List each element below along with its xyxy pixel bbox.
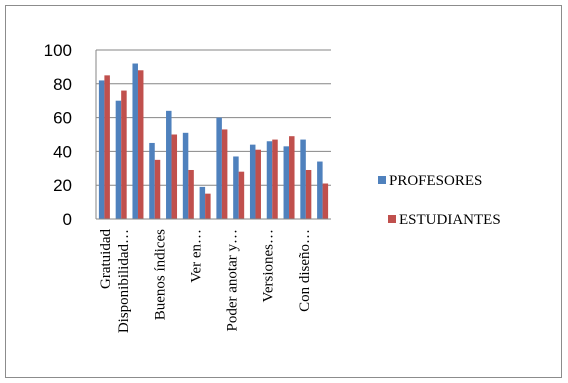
bar-profesores-3 [149, 142, 155, 219]
y-tick-label-1: 20 [53, 176, 72, 195]
bars [98, 63, 329, 219]
bar-estudiantes-2 [137, 70, 144, 219]
y-tick-label-0: 0 [63, 210, 72, 229]
bar-estudiantes-10 [272, 139, 278, 219]
legend-swatch-estudiantes [388, 215, 396, 223]
x-tick-labels: Gratuidad Disponibilidad… Buenos índices Ve… [98, 229, 313, 334]
bar-profesores-13 [317, 161, 323, 219]
bar-estudiantes-11 [289, 136, 295, 219]
x-tick-label-0: Gratuidad [98, 229, 114, 289]
bar-profesores-4 [166, 110, 172, 219]
bar-profesores-2 [132, 63, 138, 219]
gridlines [96, 49, 331, 186]
y-tick-labels: 0 20 40 60 80 100 [44, 41, 72, 229]
bar-profesores-7 [216, 117, 222, 219]
legend-label-estudiantes: ESTUDIANTES [399, 212, 501, 228]
bar-estudiantes-3 [154, 159, 161, 219]
bar-estudiantes-6 [205, 193, 211, 219]
bar-estudiantes-4 [171, 134, 178, 219]
bar-profesores-11 [283, 146, 290, 219]
bar-estudiantes-12 [305, 169, 312, 219]
y-tick-label-3: 60 [53, 109, 72, 128]
bar-profesores-9 [249, 144, 256, 219]
bar-profesores-12 [300, 139, 306, 219]
bar-estudiantes-5 [188, 169, 194, 219]
bar-estudiantes-1 [121, 90, 127, 219]
bar-profesores-5 [182, 132, 189, 219]
y-tick-label-4: 80 [53, 75, 72, 94]
x-tick-label-5: Ver en… [188, 229, 204, 283]
y-tick-label-2: 40 [53, 142, 72, 161]
bar-estudiantes-8 [238, 171, 245, 219]
axes [95, 50, 331, 220]
bar-profesores-1 [115, 100, 122, 219]
chart-frame [5, 5, 562, 378]
bar-profesores-8 [233, 156, 239, 219]
bar-estudiantes-0 [104, 75, 110, 219]
legend-label-profesores: PROFESORES [389, 173, 482, 189]
x-tick-label-1: Disponibilidad… [116, 229, 132, 333]
legend-swatch-profesores [378, 176, 386, 184]
legend: PROFESORES ESTUDIANTES [378, 173, 501, 228]
x-tick-label-7: Poder anotar y… [225, 229, 241, 331]
y-tick-label-5: 100 [44, 41, 72, 60]
bar-estudiantes-13 [322, 183, 329, 219]
bar-profesores-10 [266, 141, 273, 219]
x-tick-label-11: Con diseño… [297, 229, 313, 312]
x-tick-label-3: Buenos índices [152, 229, 168, 320]
bar-profesores-0 [98, 80, 105, 219]
x-tick-label-9: Versiones… [261, 229, 277, 302]
bar-estudiantes-9 [255, 149, 261, 219]
bar-estudiantes-7 [221, 129, 228, 219]
bar-profesores-6 [199, 186, 206, 219]
